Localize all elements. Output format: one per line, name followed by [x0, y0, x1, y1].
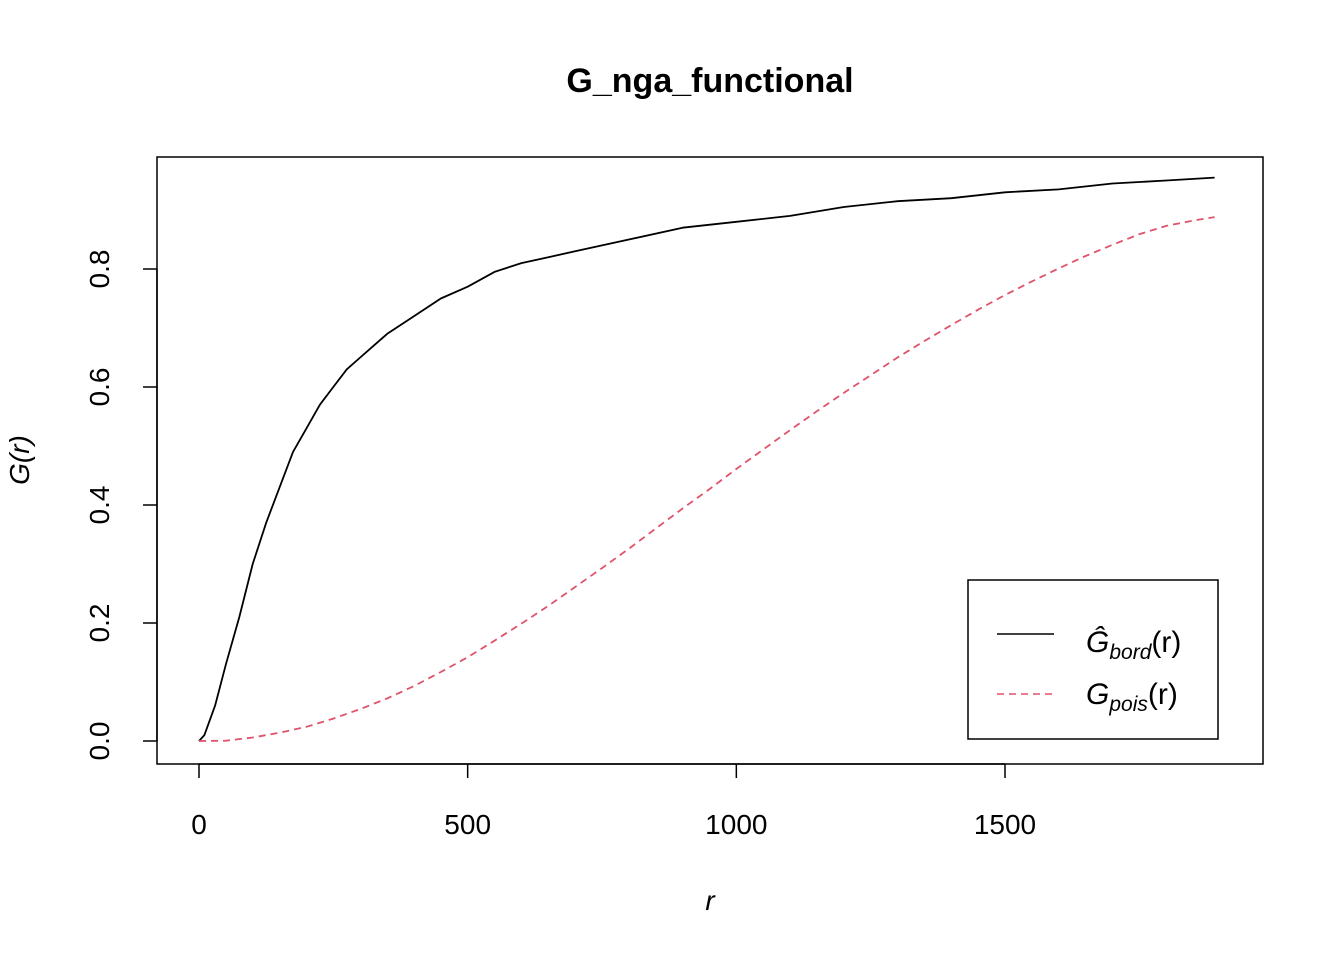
legend: Ĝbord(r) Gpois(r)	[967, 579, 1219, 740]
y-tick-label: 0.4	[84, 486, 115, 525]
x-axis: 0 500 1000 1500	[191, 763, 1036, 840]
y-tick-label: 0.2	[84, 604, 115, 643]
legend-label-bord: Ĝbord(r)	[1086, 625, 1181, 664]
legend-label-bord-sub: bord	[1109, 641, 1152, 664]
legend-label-pois-sub: pois	[1108, 693, 1148, 716]
x-tick-label: 0	[191, 809, 207, 840]
x-tick-label: 1500	[974, 809, 1036, 840]
x-tick-label: 500	[444, 809, 491, 840]
y-axis: 0.0 0.2 0.4 0.6 0.8	[84, 250, 158, 761]
legend-box	[967, 579, 1219, 740]
chart-title: G_nga_functional	[566, 62, 853, 100]
y-tick-label: 0.6	[84, 368, 115, 407]
series-layer	[198, 176, 1215, 742]
legend-label-pois-base: G	[1086, 678, 1109, 711]
legend-label-pois-arg: (r)	[1148, 678, 1178, 711]
x-axis-label: r	[705, 885, 716, 916]
y-axis-label: G(r)	[4, 435, 35, 485]
legend-label-bord-arg: (r)	[1151, 626, 1181, 659]
series-line-gbord	[198, 176, 1215, 742]
series-line-gpois	[198, 216, 1215, 742]
legend-label-bord-base: Ĝ	[1086, 625, 1109, 659]
legend-label-pois: Gpois(r)	[1086, 678, 1178, 716]
x-tick-label: 1000	[705, 809, 767, 840]
y-tick-label: 0.8	[84, 250, 115, 289]
y-tick-label: 0.0	[84, 722, 115, 761]
